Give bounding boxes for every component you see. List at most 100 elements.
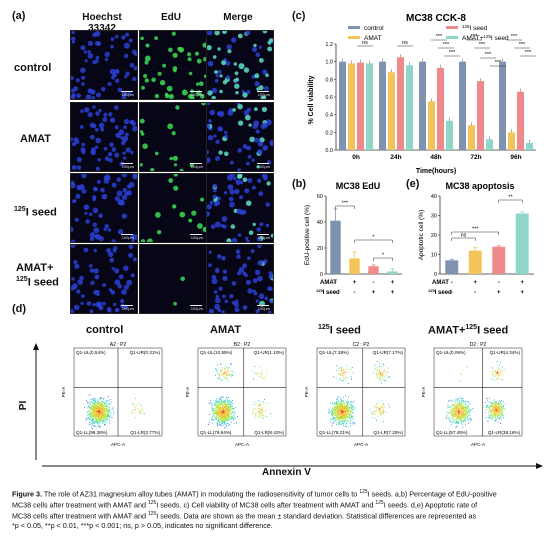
- caption-line-3: MC38 cells after treatment with AMAT and…: [12, 510, 477, 521]
- x-tick-label: 0h: [352, 154, 360, 161]
- quadrant-ur-label: Q1-UR(7.17%): [373, 350, 404, 355]
- cck8-x-label: Time(hours): [416, 168, 456, 175]
- scale-bar-label: 100μm: [121, 235, 134, 240]
- caption-line-1: Figure 3. The role of AZ31 magnesium all…: [12, 489, 497, 499]
- significance-label: ***: [471, 34, 478, 40]
- significance-bracket: [451, 237, 476, 241]
- panel-label-c: (c): [292, 10, 306, 22]
- y-tick-label: 20: [317, 246, 323, 252]
- quadrant-ul-label: Q1-UL(7.38%): [319, 350, 349, 355]
- panel-label-e: (e): [406, 178, 420, 190]
- significance-label: *: [372, 235, 375, 241]
- y-tick-label: 20: [431, 233, 437, 239]
- micrograph-seed-hoechst: 100μm: [70, 173, 138, 243]
- edu-chart-title: MC38 EdU: [336, 181, 381, 191]
- scale-bar-label: 100μm: [190, 235, 203, 240]
- treatment-sign: +: [391, 280, 395, 286]
- bar: [517, 91, 524, 150]
- bar: [379, 61, 386, 150]
- apoptosis-row-seed: 125I seed: [428, 288, 452, 296]
- flow-x-inner-label: APC-A: [471, 442, 486, 447]
- legend-swatch: [348, 36, 360, 39]
- bar: [419, 61, 426, 150]
- flow-plot-control: A2 : P2 Q1-UL(0.54%) Q1-UR(0.31%) Q1-LL(96.…: [61, 342, 163, 447]
- flow-plot-header: B2 : P2: [234, 342, 251, 348]
- treatment-sign: +: [520, 280, 524, 286]
- significance-label: ***: [495, 60, 502, 66]
- edu-y-label: EdU-positive cell (%): [304, 205, 311, 265]
- micrograph-amat-seed-merge: 100μm: [206, 244, 274, 314]
- y-tick-label: 40: [431, 194, 437, 200]
- significance-label: ***: [342, 201, 349, 207]
- quadrant-ll-label: Q1-LL(79.84%): [200, 430, 232, 435]
- bar: [330, 220, 341, 274]
- cck8-legend: control AMAT 125I seed AMAT+125I seed: [348, 24, 509, 42]
- micrograph-control-merge: 100μm: [206, 30, 274, 100]
- treatment-sign: -: [373, 280, 375, 286]
- flow-plot-amat-seed: D2 : P2 Q1-UL(0.06%) Q1-UR(4.34%) Q1-LL(57.…: [421, 342, 523, 447]
- panel-label-d: (d): [12, 303, 27, 315]
- bar: [486, 139, 493, 150]
- quadrant-lr-label: Q1-LR(38.16%): [488, 430, 521, 435]
- quadrant-lr-label: Q1-LR(7.25%): [373, 430, 403, 435]
- treatment-sign: +: [520, 290, 524, 296]
- cck8-chart: MC38 CCK-8 % Cell viability Time(hours) …: [308, 13, 536, 175]
- significance-bracket: [451, 231, 499, 235]
- bar: [406, 65, 413, 150]
- apoptosis-chart: MC38 apoptosis Apoptotic cell (%) 0 10 20 3…: [418, 181, 534, 296]
- flow-plot-header: A2 : P2: [110, 342, 127, 348]
- quadrant-lr-label: Q1-LR(8.42%): [254, 430, 284, 435]
- treatment-sign: -: [451, 290, 453, 296]
- x-tick-label: 96h: [510, 154, 521, 161]
- scale-bar-label: 100μm: [121, 164, 134, 169]
- bar: [492, 246, 506, 274]
- apoptosis-chart-title: MC38 apoptosis: [445, 181, 514, 191]
- row-label-amat-seed: AMAT+ 125I seed: [16, 262, 59, 289]
- bar: [477, 81, 484, 150]
- scale-bar-label: 100μm: [257, 235, 270, 240]
- panel-label-a: (a): [12, 10, 26, 22]
- flow-title-seed: 125I seed: [318, 324, 361, 337]
- edu-chart: MC38 EdU EdU-positive cell (%) 0204060**…: [304, 181, 402, 296]
- quadrant-ll-label: Q1-LL(57.45%): [436, 430, 468, 435]
- x-tick-label: 24h: [390, 154, 401, 161]
- treatment-sign: +: [391, 290, 395, 296]
- significance-label: ns: [402, 40, 408, 46]
- edu-row-amat: AMAT: [320, 280, 337, 286]
- treatment-sign: -: [474, 290, 476, 296]
- scale-bar-label: 100μm: [257, 164, 270, 169]
- bar: [468, 125, 475, 150]
- significance-label: ***: [485, 52, 492, 58]
- flow-title-amat: AMAT: [210, 324, 241, 336]
- flow-x-axis-label: Annexin V: [262, 467, 311, 478]
- legend-entry: AMAT+125I seed: [462, 34, 509, 42]
- bar: [437, 67, 444, 150]
- flow-y-inner-label: PE-A: [421, 386, 426, 398]
- legend-entry: AMAT: [364, 35, 382, 42]
- bar: [526, 142, 533, 150]
- y-tick-label: 0.0: [325, 148, 333, 154]
- treatment-sign: -: [335, 280, 337, 286]
- significance-label: ***: [479, 42, 486, 48]
- y-tick-label: 1.2: [325, 42, 333, 48]
- micrograph-seed-merge: 100μm: [206, 173, 274, 243]
- y-tick-label: 10: [431, 253, 437, 259]
- bar: [348, 63, 355, 150]
- micrograph-control-edu: 100μm: [139, 30, 207, 100]
- legend-swatch: [446, 26, 458, 29]
- scale-bar-label: 100μm: [190, 306, 203, 311]
- caption-line-4: *p < 0.05, **p < 0.01, ***p < 0.001; ns,…: [12, 520, 273, 530]
- significance-label: ***: [436, 34, 443, 40]
- legend-entry: 125I seed: [462, 24, 488, 32]
- cck8-chart-title: MC38 CCK-8: [406, 13, 466, 24]
- bar: [388, 72, 395, 150]
- flow-y-inner-label: PE-A: [61, 386, 66, 398]
- flow-x-inner-label: APC-A: [354, 442, 369, 447]
- quadrant-ur-label: Q1-UR(4.34%): [490, 350, 521, 355]
- quadrant-ll-label: Q1-LL(96.38%): [76, 430, 108, 435]
- legend-swatch: [446, 36, 458, 39]
- y-tick-label: 40: [317, 220, 323, 226]
- column-header-merge: Merge: [223, 12, 253, 23]
- treatment-sign: -: [335, 290, 337, 296]
